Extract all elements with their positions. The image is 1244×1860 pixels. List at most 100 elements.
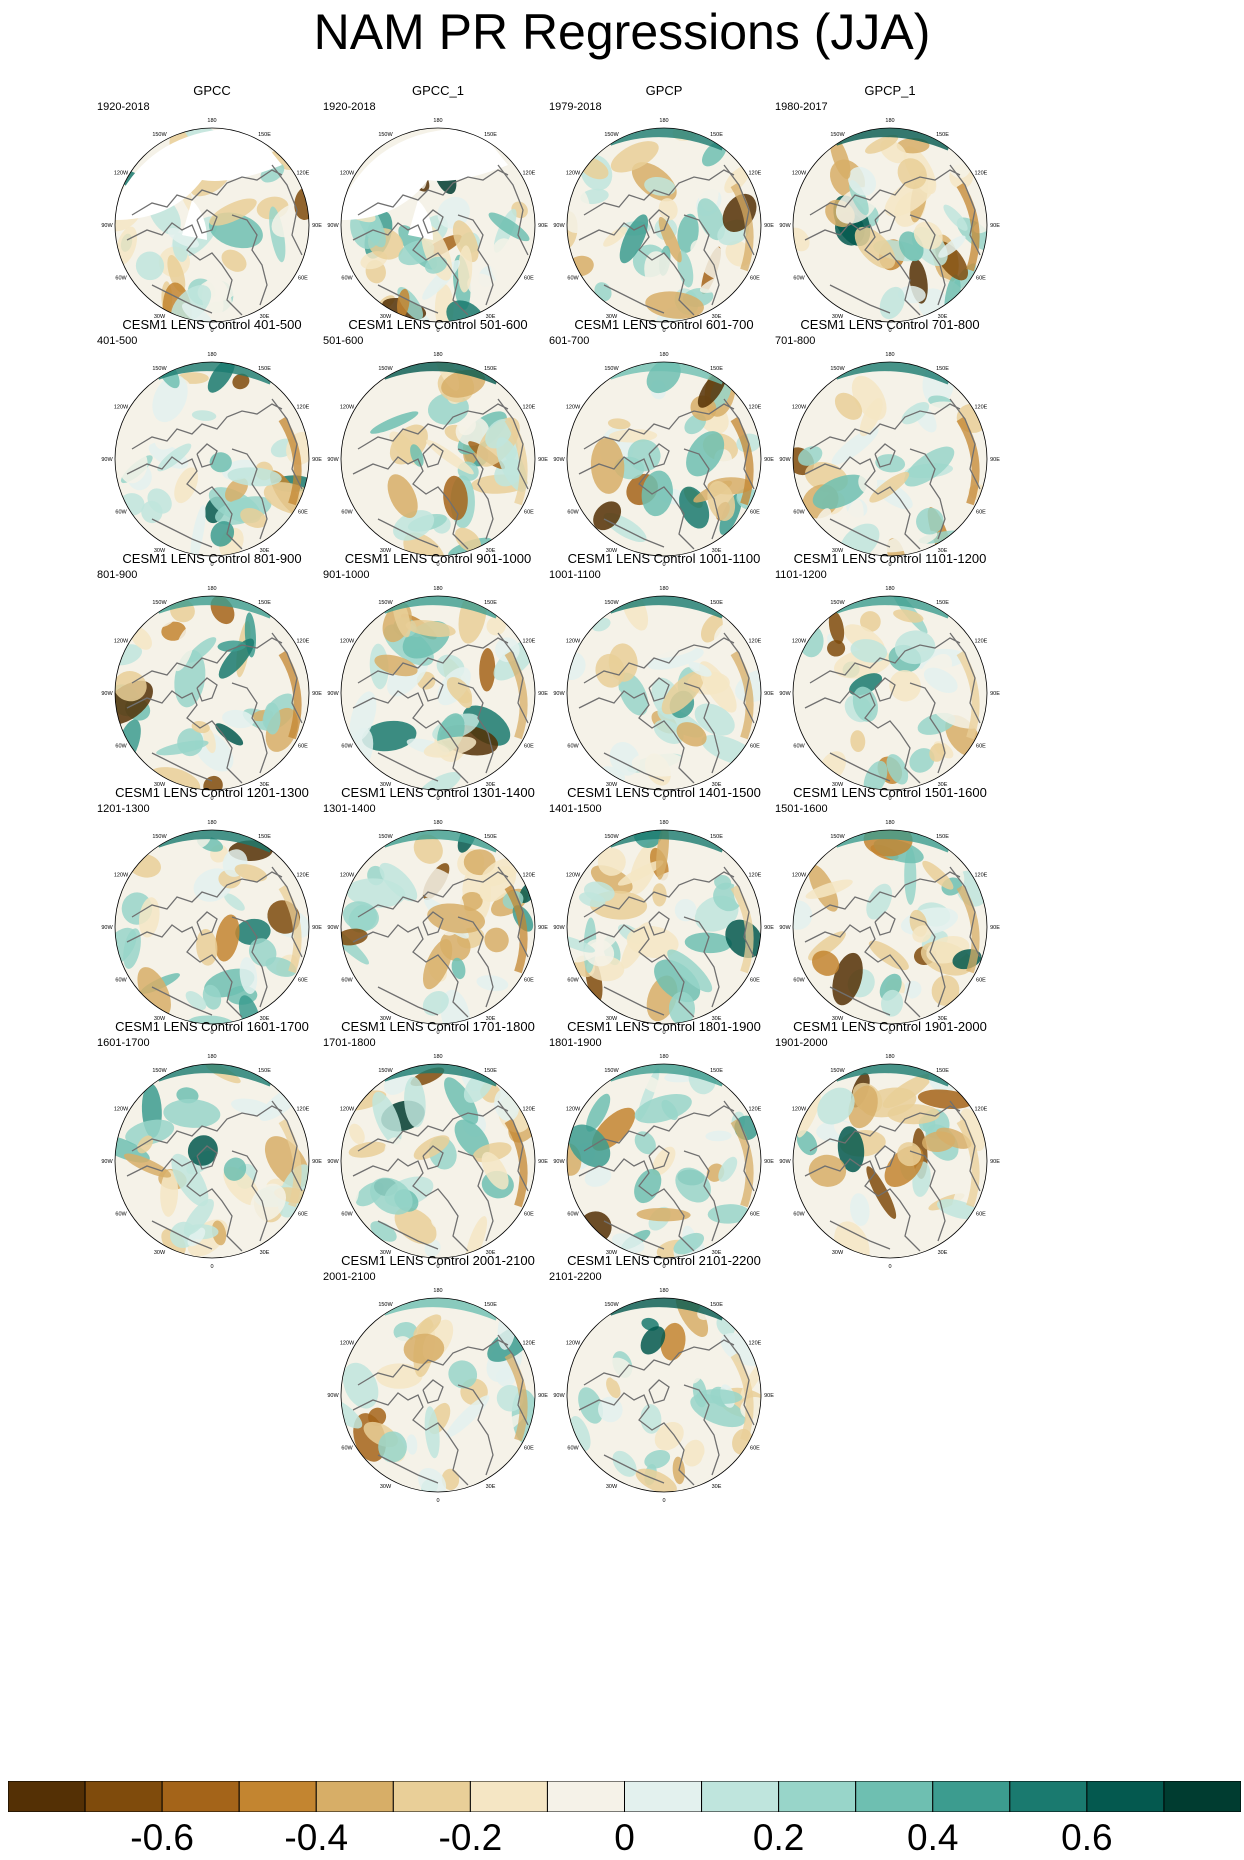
- longitude-label: 180: [659, 352, 668, 358]
- panel-period: 1501-1600: [775, 803, 828, 815]
- longitude-label: 150W: [830, 132, 845, 138]
- longitude-label: 180: [885, 1054, 894, 1060]
- longitude-label: 90E: [312, 691, 322, 697]
- colorbar-segment: [1086, 1781, 1165, 1812]
- longitude-label: 30E: [486, 314, 496, 320]
- longitude-label: 60E: [976, 978, 986, 984]
- longitude-label: 60E: [524, 978, 534, 984]
- longitude-label: 120W: [792, 1107, 807, 1113]
- panel-title: GPCP_1: [864, 83, 916, 98]
- longitude-label: 0: [210, 1030, 213, 1036]
- panel-title: CESM1 LENS Control 601-700: [574, 317, 754, 332]
- longitude-label: 30E: [486, 1250, 496, 1256]
- longitude-label: 120E: [749, 873, 762, 879]
- panel-title: CESM1 LENS Control 501-600: [348, 317, 528, 332]
- panel-title: GPCC: [193, 83, 231, 98]
- longitude-label: 120W: [566, 639, 581, 645]
- longitude-label: 90W: [779, 925, 791, 931]
- longitude-label: 120W: [340, 171, 355, 177]
- longitude-label: 120E: [297, 1107, 310, 1113]
- longitude-label: 180: [207, 820, 216, 826]
- polar-map: 180 150E 120E 90E 60E 30E 0 30W 60W 90W 120W 150W: [327, 352, 548, 568]
- longitude-label: 90W: [101, 457, 113, 463]
- panel-title: CESM1 LENS Control 401-500: [122, 317, 302, 332]
- longitude-label: 0: [888, 328, 891, 334]
- panel-title: CESM1 LENS Control 1001-1100: [567, 551, 761, 566]
- longitude-label: 30W: [380, 548, 392, 554]
- longitude-label: 60E: [298, 744, 308, 750]
- polar-map: 180 150E 120E 90E 60E 30E 0 30W 60W 90W 120W 150W: [553, 352, 774, 568]
- longitude-label: 30W: [606, 1484, 618, 1490]
- polar-map: 180 150E 120E 90E 60E 30E 0 30W 60W 90W 120W 150W: [327, 118, 548, 334]
- longitude-label: 120E: [975, 405, 988, 411]
- longitude-label: 0: [888, 796, 891, 802]
- longitude-label: 30W: [606, 548, 618, 554]
- longitude-label: 150W: [604, 1302, 619, 1308]
- colorbar-segment: [238, 1781, 317, 1812]
- longitude-label: 0: [210, 328, 213, 334]
- colorbar: [8, 1781, 1241, 1812]
- colorbar-segment: [546, 1781, 625, 1812]
- longitude-label: 30W: [606, 314, 618, 320]
- panel-title: CESM1 LENS Control 1501-1600: [793, 785, 987, 800]
- longitude-label: 120W: [792, 873, 807, 879]
- longitude-label: 120E: [749, 405, 762, 411]
- longitude-label: 150E: [936, 834, 949, 840]
- longitude-label: 60W: [115, 978, 127, 984]
- longitude-label: 180: [433, 118, 442, 124]
- longitude-label: 60E: [298, 276, 308, 282]
- longitude-label: 30E: [712, 782, 722, 788]
- longitude-label: 60W: [567, 744, 579, 750]
- panel-title: CESM1 LENS Control 1101-1200: [793, 551, 987, 566]
- longitude-label: 30W: [154, 782, 166, 788]
- longitude-label: 180: [885, 118, 894, 124]
- panel-period: 1101-1200: [775, 569, 827, 581]
- longitude-label: 60E: [298, 978, 308, 984]
- panel-period: 1301-1400: [323, 803, 376, 815]
- panel-title: CESM1 LENS Control 2001-2100: [341, 1253, 535, 1268]
- longitude-label: 120W: [566, 1107, 581, 1113]
- panel-period: 2001-2100: [323, 1271, 376, 1283]
- map-panel: CESM1 LENS Control 1201-1300 1201-1300 180…: [87, 785, 337, 1055]
- longitude-label: 150E: [484, 1302, 497, 1308]
- longitude-label: 90W: [553, 925, 565, 931]
- longitude-label: 150E: [258, 1068, 271, 1074]
- map-panel: GPCP_1 1980-2017 180 150E 120E 90E 60E 30E 0 30W 6…: [765, 83, 1015, 353]
- longitude-label: 60E: [524, 744, 534, 750]
- colorbar-tick-label: 0.6: [1061, 1817, 1113, 1858]
- longitude-label: 120W: [792, 639, 807, 645]
- longitude-label: 30W: [832, 1250, 844, 1256]
- longitude-label: 30E: [712, 1484, 722, 1490]
- longitude-label: 120E: [297, 405, 310, 411]
- longitude-label: 90E: [312, 457, 322, 463]
- panel-title: CESM1 LENS Control 801-900: [122, 551, 302, 566]
- longitude-label: 0: [210, 562, 213, 568]
- longitude-label: 120E: [523, 873, 536, 879]
- map-panel: CESM1 LENS Control 1501-1600 1501-1600 180…: [765, 785, 1015, 1055]
- longitude-label: 150W: [152, 834, 167, 840]
- longitude-label: 0: [210, 796, 213, 802]
- colorbar-segment: [1163, 1781, 1241, 1812]
- longitude-label: 120W: [340, 1107, 355, 1113]
- longitude-label: 60W: [115, 276, 127, 282]
- longitude-label: 30E: [712, 1016, 722, 1022]
- longitude-label: 150W: [830, 366, 845, 372]
- map-panel: CESM1 LENS Control 401-500 401-500 180 150E…: [87, 317, 337, 587]
- panel-period: 1201-1300: [97, 803, 150, 815]
- panel-period: 2101-2200: [549, 1271, 602, 1283]
- longitude-label: 120W: [792, 171, 807, 177]
- panel-period: 1979-2018: [549, 101, 602, 113]
- colorbar-segment: [624, 1781, 703, 1812]
- longitude-label: 180: [659, 586, 668, 592]
- panel-title: CESM1 LENS Control 1701-1800: [341, 1019, 535, 1034]
- longitude-label: 120W: [114, 639, 129, 645]
- map-panel: CESM1 LENS Control 1701-1800 1701-1800 180…: [313, 1019, 563, 1289]
- longitude-label: 0: [662, 1498, 665, 1504]
- longitude-label: 60E: [750, 1212, 760, 1218]
- longitude-label: 60W: [115, 1212, 127, 1218]
- longitude-label: 120W: [566, 1341, 581, 1347]
- longitude-label: 30E: [260, 782, 270, 788]
- map-panel: CESM1 LENS Control 1101-1200 1101-1200 180…: [765, 551, 1015, 821]
- polar-map: 180 150E 120E 90E 60E 30E 0 30W 60W 90W 120W 150W: [553, 820, 774, 1036]
- longitude-label: 0: [888, 1264, 891, 1270]
